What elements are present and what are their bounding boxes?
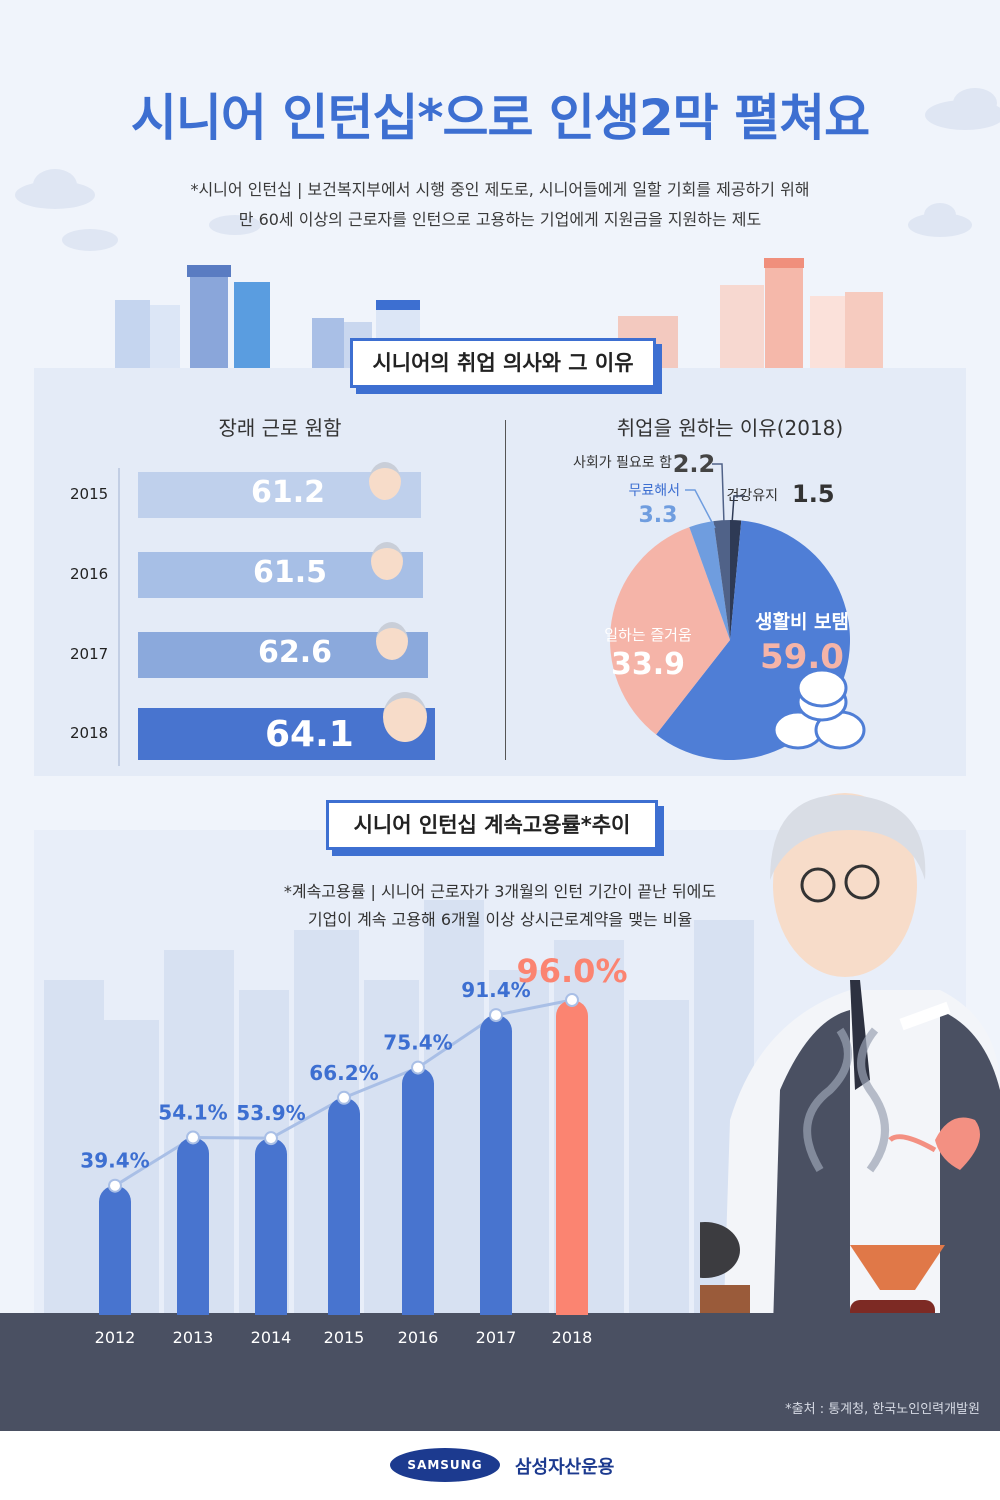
bar-2014 — [255, 1138, 287, 1315]
leader-line — [712, 463, 725, 525]
intro-line-1: *시니어 인턴십 | 보건복지부에서 시행 중인 제도로, 시니어들에게 일할 … — [190, 180, 810, 199]
bar-value-label: 62.6 — [258, 635, 333, 670]
year-label: 2015 — [324, 1328, 365, 1347]
value-label: 66.2% — [309, 1061, 378, 1085]
company-name: 삼성자산운용 — [515, 1457, 615, 1478]
pie-label-living: 생활비 보탬 — [755, 611, 849, 633]
pie-chart-title: 취업을 원하는 이유(2018) — [616, 416, 844, 440]
data-point — [489, 1008, 503, 1023]
value-label: 54.1% — [158, 1100, 227, 1124]
bar-value-label: 61.5 — [253, 555, 328, 590]
pie-value-health: 1.5 — [792, 480, 835, 508]
samsung-logo: SAMSUNG — [390, 1448, 500, 1482]
section2-title: 시니어 인턴십 계속고용률*추이 — [326, 800, 658, 850]
city-left-illustration — [115, 265, 420, 370]
senior-face-icon — [376, 622, 408, 660]
senior-face-icon — [369, 462, 401, 500]
page-title: 시니어 인턴십*으로 인생2막 펼쳐요 — [130, 89, 870, 147]
leader-line — [731, 495, 745, 525]
footer: SAMSUNG 삼성자산운용 — [0, 1431, 1000, 1500]
bar-year-label: 2015 — [70, 485, 109, 503]
bar-2016 — [402, 1067, 434, 1315]
bar-2013 — [177, 1137, 209, 1315]
pie-value-bored: 3.3 — [639, 503, 678, 528]
year-label: 2017 — [476, 1328, 517, 1347]
bar-2015 — [328, 1097, 360, 1315]
intro-line-2: 만 60세 이상의 근로자를 인턴으로 고용하는 기업에게 지원금을 지원하는 … — [238, 210, 762, 229]
bar-year-label: 2017 — [70, 645, 109, 663]
year-label: 2012 — [95, 1328, 136, 1347]
data-point — [186, 1130, 200, 1145]
year-label: 2016 — [398, 1328, 439, 1347]
data-point — [264, 1131, 278, 1146]
bottom-band — [0, 1313, 1000, 1431]
bar-year-label: 2016 — [70, 565, 109, 583]
data-point — [565, 993, 579, 1007]
pie-label-health: 건강유지 — [726, 488, 778, 504]
pie-slice-2 — [689, 521, 730, 640]
section2-note-1: *계속고용률 | 시니어 근로자가 3개월의 인턴 기간이 끝난 뒤에도 — [283, 882, 717, 901]
year-label: 2018 — [552, 1328, 593, 1347]
bar-axis — [118, 468, 120, 766]
value-label: 39.4% — [80, 1149, 149, 1173]
bar-2017 — [480, 1015, 512, 1315]
section1-title: 시니어의 취업 의사와 그 이유 — [350, 338, 656, 388]
bar-value-label: 61.2 — [251, 475, 326, 510]
pie-value-joy: 33.9 — [611, 647, 685, 682]
year-label: 2013 — [173, 1328, 214, 1347]
bar-2018 — [556, 1000, 588, 1315]
bar-chart-title: 장래 근로 원함 — [218, 416, 342, 440]
data-point — [411, 1060, 425, 1075]
value-label: 91.4% — [461, 978, 530, 1002]
year-label: 2014 — [251, 1328, 292, 1347]
bar-year-label: 2018 — [70, 724, 109, 742]
pie-slice-1 — [610, 527, 730, 735]
value-label: 53.9% — [236, 1101, 305, 1125]
data-point — [337, 1090, 351, 1105]
line-bar-chart-retention: 39.4% 2012 54.1% 2013 53.9% 2014 66.2% 2015 75.4… — [80, 952, 627, 1347]
city-right-illustration — [618, 258, 883, 370]
data-point — [108, 1178, 122, 1193]
pie-value-society: 2.2 — [673, 450, 716, 478]
value-label: 75.4% — [383, 1031, 452, 1055]
value-label: 96.0% — [516, 952, 627, 990]
section2-note-2: 기업이 계속 고용해 6개월 이상 상시근로계약을 맺는 비율 — [307, 910, 693, 929]
pie-label-joy: 일하는 즐거움 — [604, 626, 692, 644]
pie-label-society: 사회가 필요로 함 — [573, 455, 672, 471]
senior-face-icon — [371, 542, 403, 580]
section1-divider — [505, 420, 506, 760]
coin-stack-icon — [772, 668, 866, 750]
leader-line — [685, 489, 716, 529]
pie-slice-3 — [713, 520, 730, 640]
bar-2012 — [99, 1185, 131, 1315]
pie-label-bored: 무료해서 — [628, 483, 680, 499]
bar-value-label: 64.1 — [265, 714, 354, 755]
pie-slice-4 — [730, 520, 742, 640]
source-note: *출처 : 통계청, 한국노인인력개발원 — [785, 1402, 980, 1417]
senior-face-icon — [383, 692, 427, 742]
